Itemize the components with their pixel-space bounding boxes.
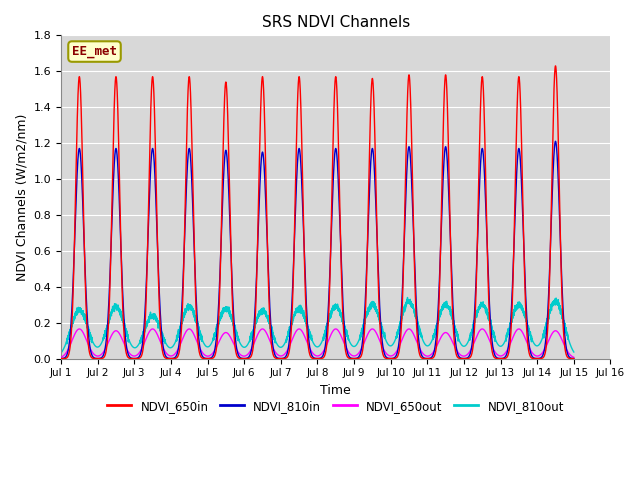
Text: EE_met: EE_met (72, 45, 117, 58)
Legend: NDVI_650in, NDVI_810in, NDVI_650out, NDVI_810out: NDVI_650in, NDVI_810in, NDVI_650out, NDV… (102, 395, 569, 417)
Title: SRS NDVI Channels: SRS NDVI Channels (262, 15, 410, 30)
Y-axis label: NDVI Channels (W/m2/nm): NDVI Channels (W/m2/nm) (15, 113, 28, 281)
X-axis label: Time: Time (321, 384, 351, 397)
